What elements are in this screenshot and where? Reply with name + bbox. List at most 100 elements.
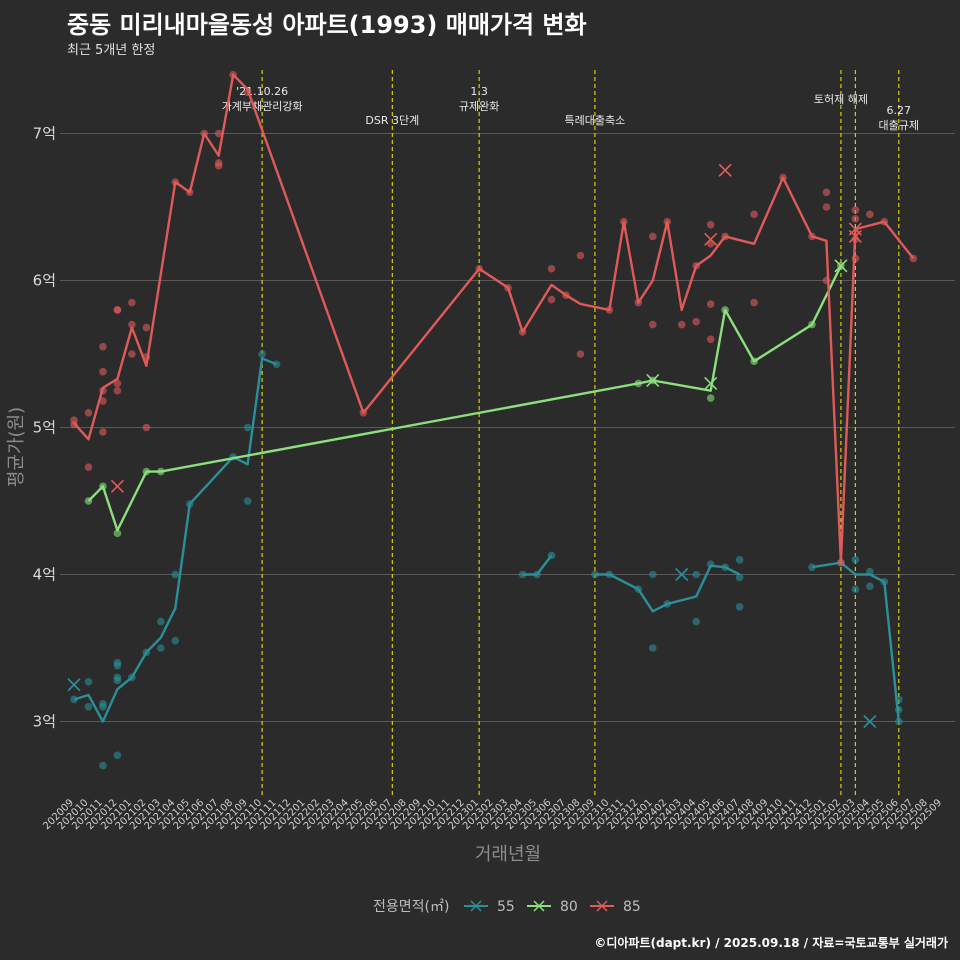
point-85: [649, 232, 657, 241]
point-55: [113, 751, 122, 760]
y-axis: 3억 4억 5억 6억 7억: [33, 125, 56, 731]
event-label: 규제완화: [459, 100, 499, 113]
event-label: DSR 3단계: [365, 114, 419, 127]
legend-title: 전용면적(㎡): [373, 899, 449, 915]
point-85: [750, 210, 758, 219]
chart-subtitle: 최근 5개년 한정: [67, 43, 156, 58]
series-layer: [67, 70, 918, 770]
point-85: [866, 210, 874, 219]
point-55: [99, 700, 107, 708]
legend-cross-85: [596, 900, 608, 912]
event-label: 가계부채관리강화: [222, 100, 303, 113]
line-55: [73, 357, 278, 723]
point-55: [692, 617, 701, 626]
point-55: [84, 703, 93, 711]
point-85: [142, 323, 151, 332]
cross-85: [704, 232, 718, 246]
y-tick-label: 3억: [33, 713, 56, 731]
point-85: [214, 129, 223, 138]
series-55: [67, 350, 903, 770]
cross-55: [863, 714, 877, 729]
point-85: [822, 203, 831, 211]
line-55: [594, 564, 741, 613]
point-85: [128, 320, 136, 329]
cross-80: [704, 376, 718, 390]
line-85: [73, 73, 915, 564]
point-55: [649, 644, 657, 652]
y-tick-label: 7억: [33, 125, 56, 143]
cross-80: [646, 373, 660, 388]
legend-label-80: 80: [560, 899, 578, 915]
point-85: [706, 220, 715, 229]
y-tick-label: 6억: [33, 272, 56, 290]
point-55: [171, 636, 180, 645]
point-85: [547, 264, 556, 273]
event-label: 토허제 해제: [814, 92, 868, 106]
x-axis: 2020092020102020112020122021012021022021…: [41, 797, 944, 832]
point-55: [735, 603, 744, 611]
point-85: [750, 298, 758, 307]
line-80: [87, 265, 842, 532]
point-85: [214, 162, 223, 170]
cross-85: [848, 222, 862, 236]
point-55: [692, 570, 701, 579]
point-55: [99, 761, 107, 770]
point-55: [735, 556, 744, 564]
point-55: [243, 497, 252, 505]
cross-85: [110, 479, 124, 493]
y-tick-label: 4억: [33, 566, 56, 584]
point-55: [157, 617, 165, 626]
point-85: [706, 335, 715, 344]
point-55: [84, 678, 93, 686]
event-label: 1.3: [470, 85, 488, 98]
event-label: 6.27: [887, 104, 912, 117]
point-55: [258, 350, 266, 358]
point-85: [677, 320, 686, 329]
point-55: [171, 570, 180, 579]
legend-item-80: 80: [527, 899, 578, 915]
x-axis-title: 거래년월: [475, 844, 541, 865]
point-85: [142, 423, 151, 432]
chart-title: 중동 미리내마을동성 아파트(1993) 매매가격 변화: [67, 11, 587, 39]
series-80: [84, 259, 848, 538]
point-85: [128, 350, 136, 358]
point-85: [128, 298, 136, 307]
point-85: [99, 342, 107, 351]
event-label: 대출규제: [879, 119, 919, 132]
legend-cross-80: [533, 900, 545, 912]
point-85: [851, 214, 860, 223]
point-55: [518, 570, 527, 579]
point-85: [692, 317, 701, 326]
point-85: [576, 350, 585, 358]
point-55: [851, 556, 860, 564]
point-80: [113, 529, 122, 538]
point-55: [866, 582, 874, 591]
footer-credit: ©디아파트(dapt.kr) / 2025.09.18 / 자료=국토교통부 실…: [594, 936, 948, 950]
y-tick-label: 5억: [33, 419, 56, 437]
point-55: [157, 644, 165, 652]
grid-layer: [60, 133, 955, 722]
cross-80: [834, 259, 848, 273]
point-55: [113, 661, 122, 670]
legend-label-55: 55: [497, 899, 515, 915]
line-55: [811, 561, 900, 722]
event-label: 특례대출축소: [565, 114, 626, 127]
point-85: [649, 320, 657, 329]
point-55: [649, 570, 657, 579]
point-85: [113, 306, 122, 314]
cross-55: [67, 678, 81, 692]
point-85: [99, 367, 107, 376]
point-55: [113, 676, 122, 685]
legend-item-85: 85: [590, 899, 641, 915]
point-85: [576, 251, 585, 260]
series-85: [70, 70, 918, 567]
point-85: [706, 300, 715, 308]
point-85: [99, 397, 107, 405]
point-85: [99, 428, 107, 436]
line-55: [522, 554, 553, 576]
y-axis-title: 평균가(원): [6, 407, 27, 487]
point-85: [547, 295, 556, 304]
point-55: [735, 573, 744, 582]
legend-cross-55: [470, 900, 482, 912]
